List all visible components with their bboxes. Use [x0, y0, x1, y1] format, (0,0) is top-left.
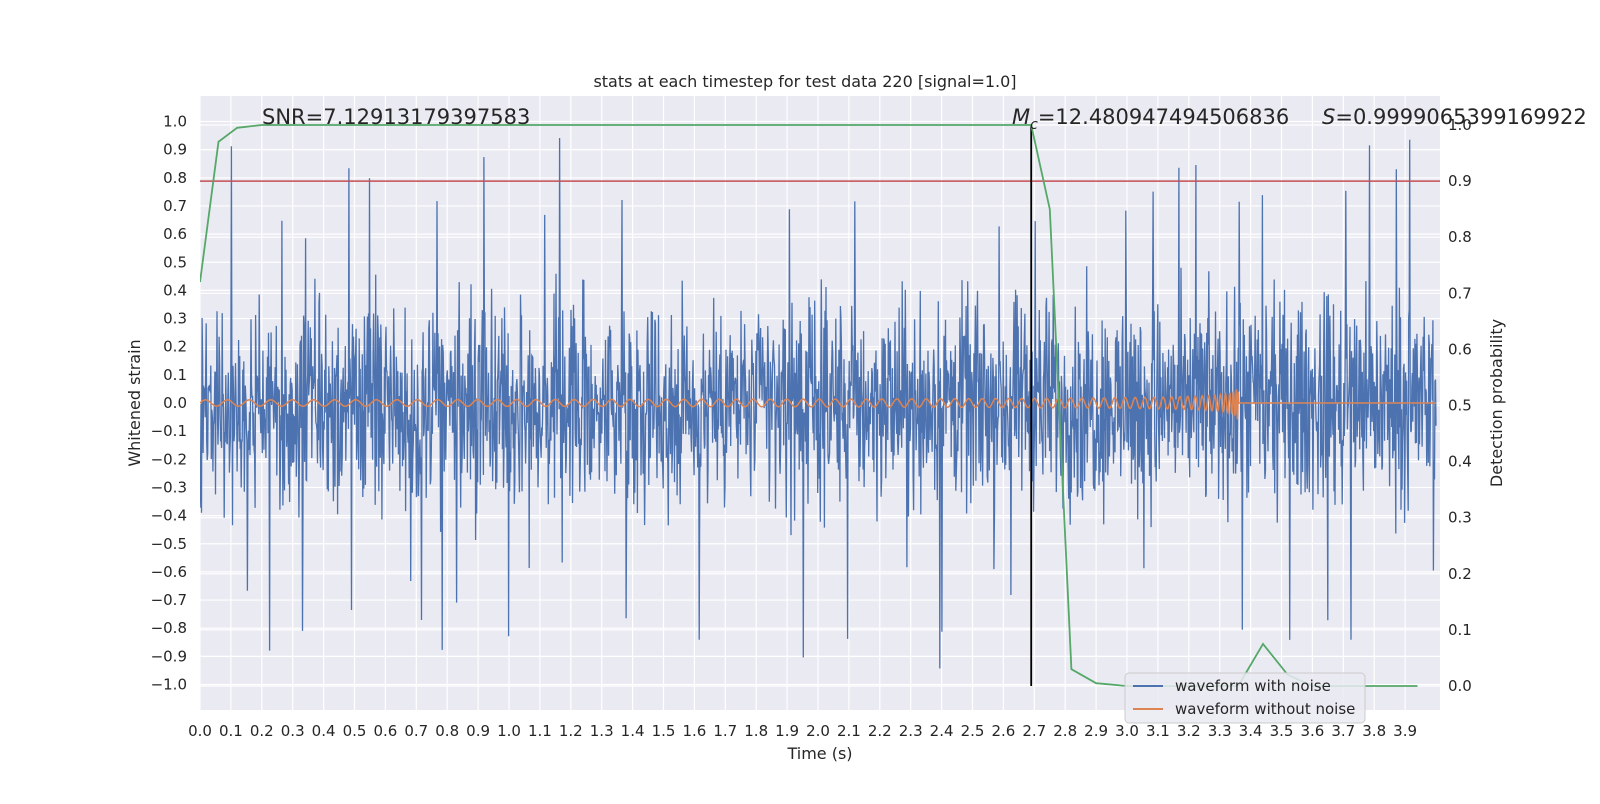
x-axis-label: Time (s) [786, 744, 852, 763]
x-tick-label: 3.0 [1115, 722, 1139, 740]
y-tick-label: −0.8 [151, 619, 187, 637]
y-tick-label: 1.0 [163, 113, 187, 131]
y2-tick-label: 0.7 [1448, 284, 1472, 302]
x-tick-label: 0.4 [312, 722, 336, 740]
mc-value: =12.480947494506836 [1038, 105, 1289, 129]
y2-axis-label: Detection probability [1487, 319, 1506, 487]
x-tick-label: 0.0 [188, 722, 212, 740]
y-tick-label: 0.6 [163, 225, 187, 243]
x-tick-label: 1.2 [559, 722, 583, 740]
mc-subscript: c [1030, 117, 1038, 133]
y-tick-label: 0.1 [163, 366, 187, 384]
x-tick-label: 1.5 [652, 722, 676, 740]
legend-box [1124, 672, 1366, 724]
y-tick-label: 0.5 [163, 253, 187, 271]
x-tick-label: 3.2 [1177, 722, 1201, 740]
y-tick-label: −0.5 [151, 535, 187, 553]
x-tick-label: 0.6 [373, 722, 397, 740]
x-tick-label: 3.5 [1270, 722, 1294, 740]
x-tick-label: 0.8 [435, 722, 459, 740]
x-tick-label: 1.0 [497, 722, 521, 740]
x-tick-label: 2.9 [1084, 722, 1108, 740]
y2-tick-label: 0.3 [1448, 509, 1472, 527]
y-tick-label: −0.7 [151, 591, 187, 609]
s-symbol: S [1322, 105, 1335, 129]
x-tick-label: 2.5 [961, 722, 985, 740]
s-annotation: S=0.9999065399169922 [1322, 105, 1587, 129]
x-tick-label: 3.1 [1146, 722, 1170, 740]
y2-tick-label: 0.2 [1448, 565, 1472, 583]
series-waveform-without-noise [200, 389, 1436, 420]
y-tick-label: 0.3 [163, 310, 187, 328]
x-tick-label: 1.8 [744, 722, 768, 740]
x-tick-label: 3.4 [1239, 722, 1263, 740]
y-tick-label: 0.9 [163, 141, 187, 159]
x-tick-label: 3.6 [1300, 722, 1324, 740]
x-tick-label: 2.2 [868, 722, 892, 740]
y-tick-labels: 1.0 0.9 0.8 0.7 0.6 0.5 0.4 0.3 0.2 0.1 0.0 −0.1 −0.… [151, 113, 187, 694]
x-tick-label: 2.3 [899, 722, 923, 740]
mc-annotation: Mc=12.480947494506836 [1012, 105, 1289, 133]
y2-tick-label: 0.1 [1448, 621, 1472, 639]
y-tick-label: 0.4 [163, 281, 187, 299]
series-waveform-with-noise [200, 137, 1437, 669]
x-tick-label: 1.9 [775, 722, 799, 740]
x-tick-label: 3.9 [1393, 722, 1417, 740]
x-tick-label: 2.8 [1053, 722, 1077, 740]
y-axis-label: Whitened strain [125, 339, 144, 466]
legend-label-noise: waveform with noise [1175, 677, 1331, 695]
x-tick-label: 1.6 [682, 722, 706, 740]
y-tick-label: −0.2 [151, 450, 187, 468]
x-tick-label: 1.3 [590, 722, 614, 740]
x-tick-label: 2.1 [837, 722, 861, 740]
y-tick-label: −0.3 [151, 478, 187, 496]
y2-tick-label: 0.9 [1448, 172, 1472, 190]
y-tick-label: −0.1 [151, 422, 187, 440]
x-tick-label: 0.2 [250, 722, 274, 740]
x-tick-label: 3.7 [1331, 722, 1355, 740]
x-tick-label: 2.0 [806, 722, 830, 740]
x-tick-label: 2.4 [930, 722, 954, 740]
chart-title: stats at each timestep for test data 220… [593, 72, 1016, 91]
y-tick-label: 0.0 [163, 394, 187, 412]
x-tick-label: 1.7 [713, 722, 737, 740]
x-tick-label: 0.5 [343, 722, 367, 740]
y2-tick-label: 0.4 [1448, 453, 1472, 471]
legend: waveform with noise waveform without noi… [1124, 672, 1366, 724]
x-tick-label: 2.7 [1022, 722, 1046, 740]
s-value: =0.9999065399169922 [1335, 105, 1586, 129]
x-tick-label: 2.6 [991, 722, 1015, 740]
x-tick-label: 3.3 [1208, 722, 1232, 740]
y-tick-label: −0.9 [151, 647, 187, 665]
x-tick-label: 0.9 [466, 722, 490, 740]
x-tick-label: 1.1 [528, 722, 552, 740]
x-tick-labels: 0.0 0.1 0.2 0.3 0.4 0.5 0.6 0.7 0.8 0.9 1.0 1.1 1.2 1… [188, 722, 1417, 740]
y2-tick-label: 0.5 [1448, 397, 1472, 415]
y-tick-label: 0.8 [163, 169, 187, 187]
x-tick-label: 3.8 [1362, 722, 1386, 740]
y-tick-label: −1.0 [151, 676, 187, 694]
y2-tick-label: 0.0 [1448, 677, 1472, 695]
x-tick-label: 0.3 [281, 722, 305, 740]
y2-tick-labels: 1.0 0.9 0.8 0.7 0.6 0.5 0.4 0.3 0.2 0.1 0.0 [1448, 116, 1472, 695]
y-tick-label: 0.2 [163, 338, 187, 356]
x-tick-label: 0.7 [404, 722, 428, 740]
mc-symbol: M [1012, 105, 1030, 129]
y2-tick-label: 0.6 [1448, 340, 1472, 358]
y-tick-label: 0.7 [163, 197, 187, 215]
x-tick-label: 1.4 [621, 722, 645, 740]
x-tick-label: 0.1 [219, 722, 243, 740]
snr-annotation: SNR=7.12913179397583 [262, 105, 530, 129]
y-tick-label: −0.4 [151, 507, 187, 525]
legend-label-clean: waveform without noise [1175, 700, 1355, 718]
y-tick-label: −0.6 [151, 563, 187, 581]
y2-tick-label: 0.8 [1448, 228, 1472, 246]
y2-tick-label: 1.0 [1448, 116, 1472, 134]
